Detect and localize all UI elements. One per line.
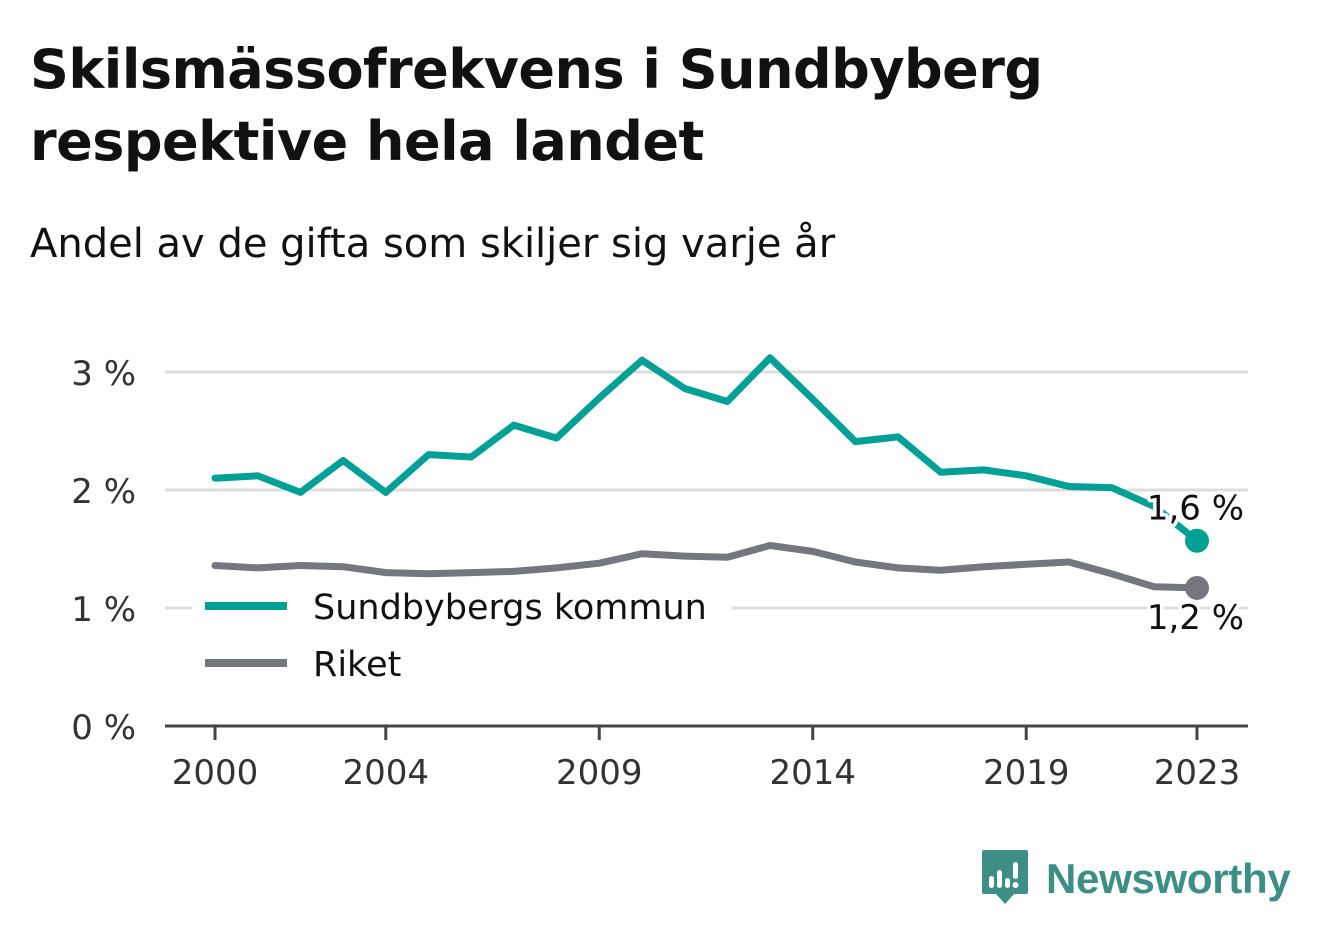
x-tick-label: 2023 [1154, 753, 1241, 793]
y-axis-ticks: 0 % 1 % 2 % 3 % [71, 354, 136, 748]
chart-subtitle: Andel av de gifta som skiljer sig varje … [30, 221, 836, 267]
series-end-label: 1,6 % [1147, 489, 1244, 529]
y-tick-label: 1 % [71, 590, 136, 630]
y-tick-label: 0 % [71, 708, 136, 748]
y-tick-label: 3 % [71, 354, 136, 394]
x-tick-label: 2014 [769, 753, 856, 793]
newsworthy-brand: Newsworthy [980, 846, 1291, 912]
series-end-label: 1,2 % [1147, 598, 1244, 638]
y-tick-label: 2 % [71, 472, 136, 512]
series-line [211, 542, 1201, 592]
x-axis: 2000 2004 2009 2014 2019 2023 [165, 724, 1248, 793]
legend-background [192, 576, 732, 696]
newsworthy-bars-icon [982, 850, 1028, 904]
chart-title: Skilsmässofrekvens i Sundbyberg respekti… [30, 38, 1043, 173]
brand-name: Newsworthy [1046, 855, 1291, 902]
series-line [211, 354, 1201, 545]
legend-label: Riket [313, 645, 401, 685]
series-lines [211, 354, 1209, 600]
end-labels: 1,6 % 1,2 % [1143, 485, 1247, 641]
legend-label: Sundbybergs kommun [313, 588, 707, 628]
x-tick-label: 2000 [172, 753, 259, 793]
series-end-point [1185, 575, 1209, 600]
x-tick-label: 2004 [343, 753, 430, 793]
legend: Sundbybergs kommun Riket [192, 576, 732, 696]
x-tick-label: 2019 [983, 753, 1070, 793]
x-tick-label: 2009 [556, 753, 643, 793]
series-end-point [1185, 528, 1209, 553]
